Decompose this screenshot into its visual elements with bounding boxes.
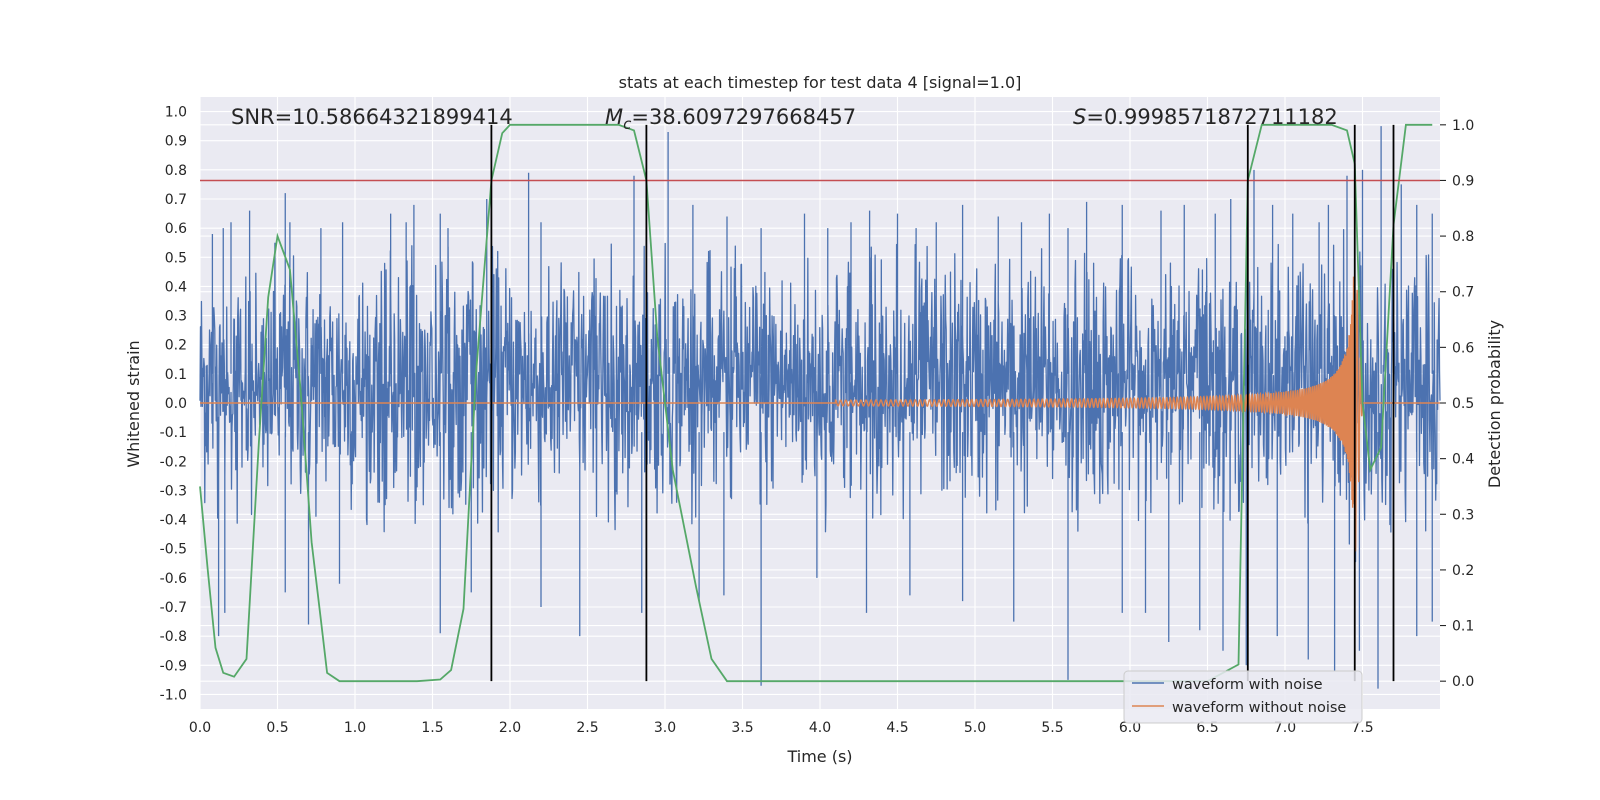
y2-axis-label: Detection probability [1485,320,1504,488]
y-tick-label--0.9: -0.9 [160,658,187,674]
y-tick-label-0.5: 0.5 [165,250,187,266]
y-tick-label--0.4: -0.4 [160,513,187,529]
x-tick-label-3.0: 3.0 [654,720,676,736]
y2-tick-label-0.2: 0.2 [1452,563,1474,579]
y2-tick-label-0.3: 0.3 [1452,507,1474,523]
y2-tick-label-0.5: 0.5 [1452,396,1474,412]
significance-value: =0.9998571872711182 [1086,105,1337,129]
y-tick-label-0.6: 0.6 [165,221,187,237]
y2-tick-label-0.4: 0.4 [1452,452,1474,468]
y-tick-label-1.0: 1.0 [165,105,187,121]
y-tick-label--0.6: -0.6 [160,571,187,587]
y-tick-label--0.1: -0.1 [160,425,187,441]
significance-annotation: S=0.9998571872711182 [1073,105,1338,129]
x-tick-label-7.0: 7.0 [1274,720,1296,736]
x-tick-label-1.0: 1.0 [344,720,366,736]
chirp-mass-value: =38.6097297668457 [631,105,856,129]
x-tick-label-4.0: 4.0 [809,720,831,736]
y2-tick-label-0.6: 0.6 [1452,340,1474,356]
overlay-lines [200,124,1440,682]
chart-title: stats at each timestep for test data 4 [… [619,73,1022,92]
x-tick-label-0.0: 0.0 [189,720,211,736]
x-tick-label-6.5: 6.5 [1196,720,1218,736]
x-tick-label-6.0: 6.0 [1119,720,1141,736]
y-tick-label--1.0: -1.0 [160,687,187,703]
series-waveform-without-noise [200,276,1440,552]
y-tick-label-0.2: 0.2 [165,338,187,354]
y2-tick-label-0.7: 0.7 [1452,285,1474,301]
y-axis-label: Whitened strain [124,340,143,467]
x-tick-label-0.5: 0.5 [266,720,288,736]
y-tick-label-0.7: 0.7 [165,192,187,208]
legend-label-noise: waveform with noise [1172,677,1323,693]
y-tick-label-0.9: 0.9 [165,134,187,150]
y-tick-label--0.5: -0.5 [160,542,187,558]
y-tick-label-0.3: 0.3 [165,309,187,325]
significance-symbol: S [1073,105,1086,129]
chirp-mass-symbol: M [605,105,623,129]
y2-tick-label-1.0: 1.0 [1452,118,1474,134]
y-tick-label-0.1: 0.1 [165,367,187,383]
y2-tick-label-0.8: 0.8 [1452,229,1474,245]
noise-series [199,126,1441,689]
x-axis-label: Time (s) [786,747,852,766]
y-tick-label-0.8: 0.8 [165,163,187,179]
x-axis-ticks: 0.0 0.5 1.0 1.5 2.0 2.5 3.0 3.5 4.0 4.5 5.0 5.5 6.0 6… [189,720,1374,736]
y-tick-label--0.8: -0.8 [160,629,187,645]
x-tick-label-4.5: 4.5 [886,720,908,736]
series-waveform-with-noise [199,126,1441,689]
clean-series [200,276,1440,552]
probability-series [199,123,1433,683]
x-tick-label-3.5: 3.5 [731,720,753,736]
y-tick-label--0.7: -0.7 [160,600,187,616]
x-tick-label-5.5: 5.5 [1041,720,1063,736]
y2-axis-ticks: 1.0 0.9 0.8 0.7 0.6 0.5 0.4 0.3 0.2 0.1 0.0 [1440,118,1474,690]
snr-annotation: SNR=10.58664321899414 [231,105,513,129]
y2-tick-label-0.0: 0.0 [1452,674,1474,690]
legend-box [1123,670,1363,724]
chirp-mass-subscript: c [623,115,632,133]
y-axis-ticks: 1.0 0.9 0.8 0.7 0.6 0.5 0.4 0.3 0.2 0.1 0.0 -0.1 -0.… [160,105,187,704]
chirp-mass-annotation: Mc=38.6097297668457 [605,105,856,133]
y-tick-label-0.4: 0.4 [165,279,187,295]
legend: waveform with noise waveform without noi… [1123,670,1363,724]
y-tick-label--0.2: -0.2 [160,454,187,470]
x-tick-label-5.0: 5.0 [964,720,986,736]
y2-tick-label-0.9: 0.9 [1452,173,1474,189]
legend-label-clean: waveform without noise [1172,700,1346,716]
series-detection-probability [199,123,1433,683]
y-tick-label-0.0: 0.0 [165,396,187,412]
x-tick-label-2.0: 2.0 [499,720,521,736]
y2-tick-label-0.1: 0.1 [1452,619,1474,635]
x-tick-label-1.5: 1.5 [421,720,443,736]
x-tick-label-7.5: 7.5 [1351,720,1373,736]
y-tick-label--0.3: -0.3 [160,483,187,499]
x-tick-label-2.5: 2.5 [576,720,598,736]
